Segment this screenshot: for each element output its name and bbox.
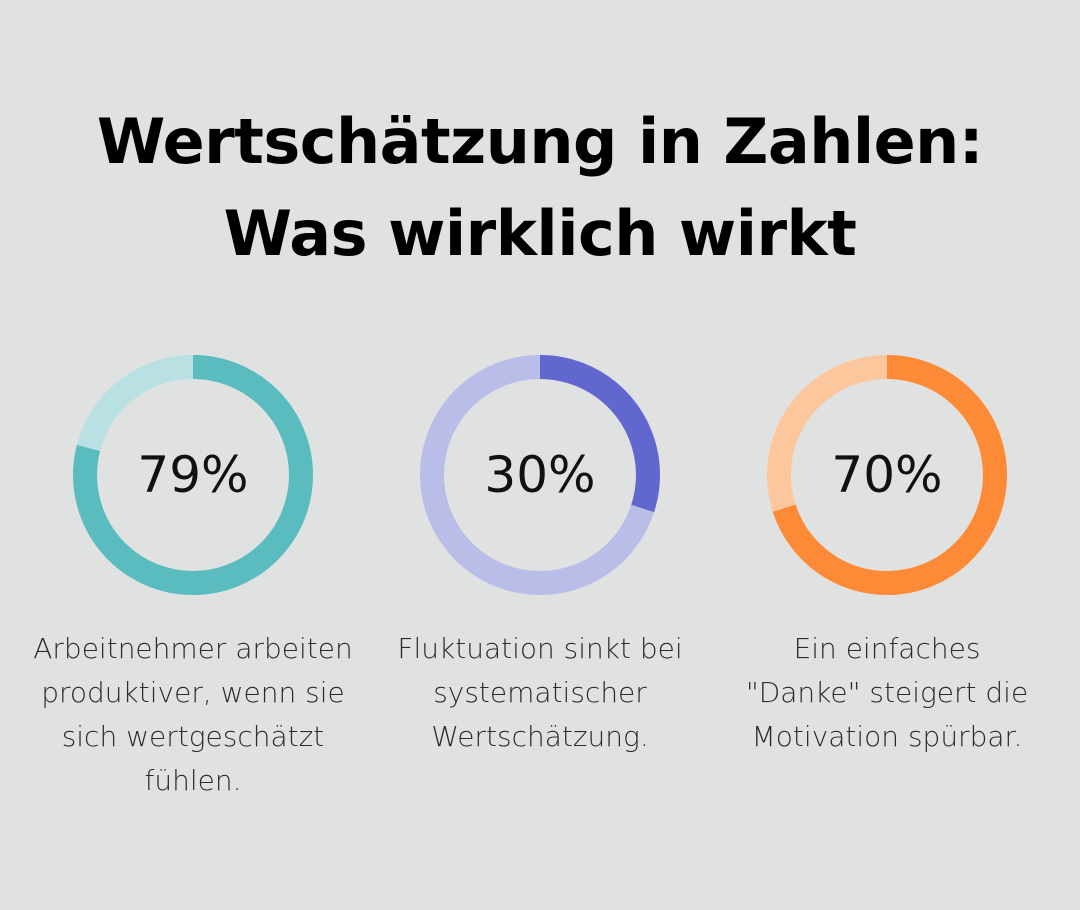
donut-svg-motivation [767,355,1007,595]
stat-description: Arbeitnehmer arbeiten produktiver, wenn … [33,632,353,797]
donut-chart-motivation: 70% [762,350,1012,600]
page-title-line-1: Wertschätzung in Zahlen: [96,105,984,178]
donut-value-arc [767,355,1007,595]
donut-chart-turnover: 30% [415,350,665,600]
stat-card-productivity: 79% Arbeitnehmer arbeiten produktiver, w… [28,350,358,803]
percent-label: 30% [484,446,596,504]
stat-card-motivation: 70% Ein einfaches "Danke" steigert die M… [722,350,1052,759]
stat-description: Fluktuation sinkt bei systematischer Wer… [397,632,683,753]
donut-chart-productivity: 79% [68,350,318,600]
stat-card-turnover: 30% Fluktuation sinkt bei systematischer… [375,350,705,759]
donut-svg-turnover [420,355,660,595]
percent-label: 79% [137,446,249,504]
percent-label: 70% [831,446,943,504]
page-title: Wertschätzung in Zahlen: Was wirklich wi… [0,96,1080,280]
donut-value-arc [73,355,313,595]
donut-value-arc [420,355,660,595]
stat-description: Ein einfaches "Danke" steigert die Motiv… [745,632,1029,753]
donut-svg-productivity [73,355,313,595]
page-title-line-2: Was wirklich wirkt [223,197,857,270]
